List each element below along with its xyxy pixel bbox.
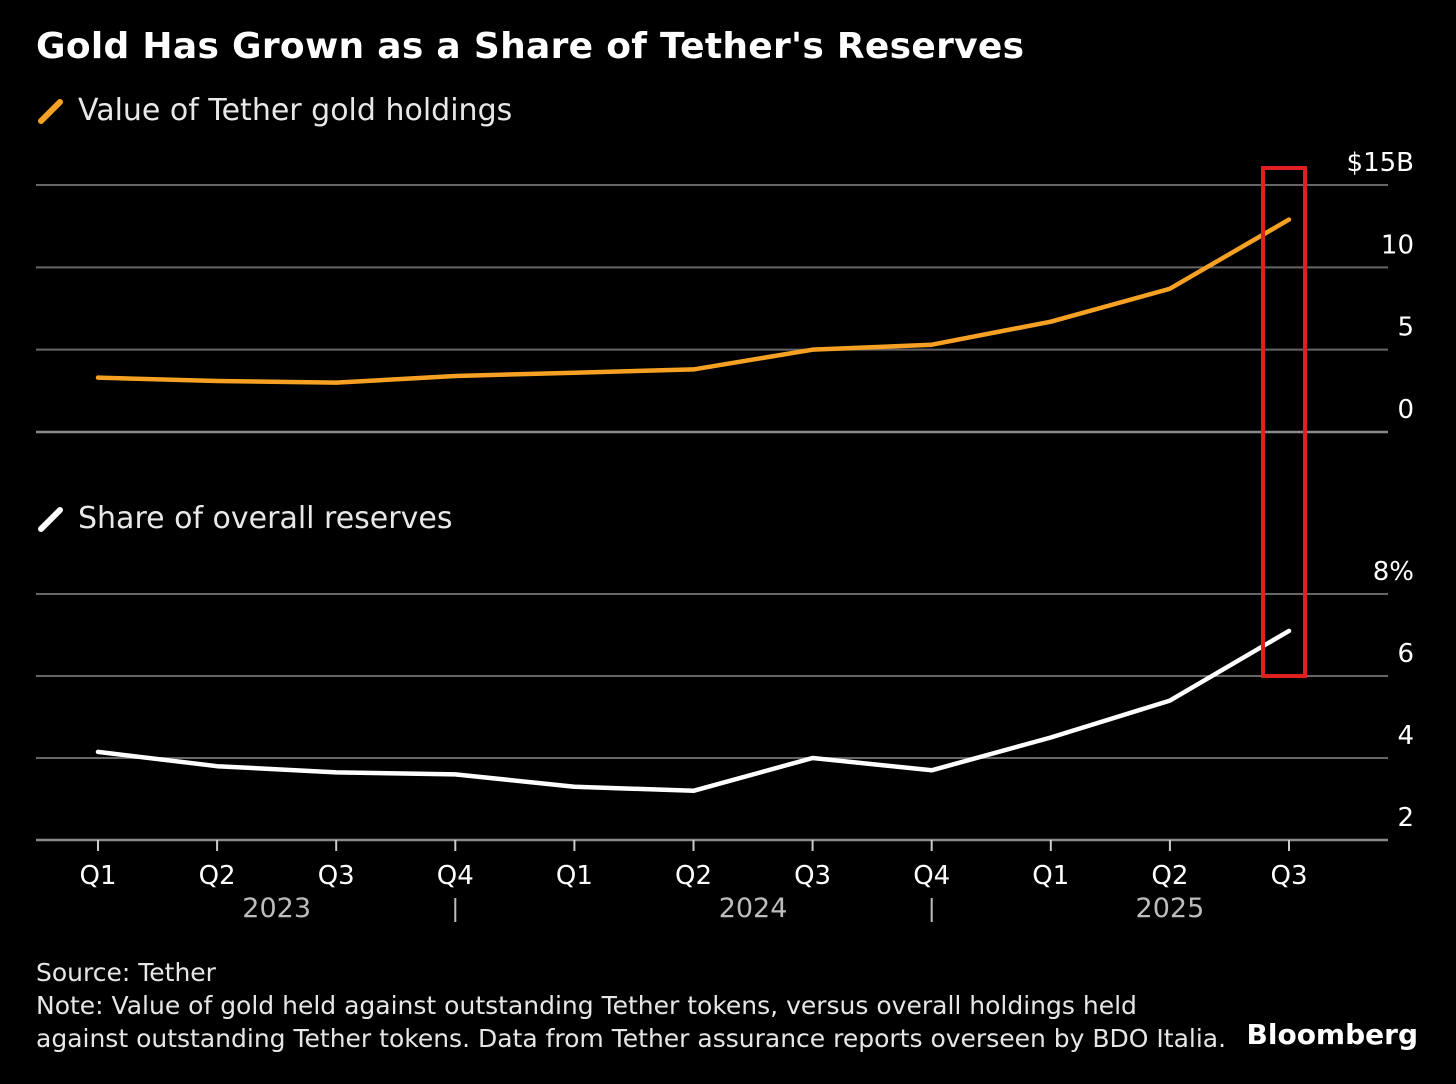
source-note: Source: Tether (36, 958, 216, 987)
share-data-point (96, 750, 100, 754)
x-tick-label: Q1 (79, 861, 116, 891)
share-data-point (1049, 736, 1053, 740)
share-y-tick-label: 2 (1397, 803, 1414, 833)
x-tick-label: Q1 (1032, 861, 1069, 891)
share-data-point (572, 785, 576, 789)
gold-data-point (692, 367, 696, 371)
x-tick-label: Q4 (437, 861, 474, 891)
share-data-point (334, 770, 338, 774)
gold-y-tick-label: 5 (1397, 313, 1414, 343)
share-series-line (95, 628, 1292, 794)
legend-gold-value: Value of Tether gold holdings (36, 93, 512, 128)
gold-data-point (1287, 218, 1291, 222)
share-data-point (1168, 699, 1172, 703)
gold-y-tick-label: 10 (1381, 230, 1414, 260)
x-year-label: 2023 (242, 893, 311, 924)
gold-data-point (334, 381, 338, 385)
share-y-tick-label: 8% (1373, 557, 1414, 587)
legend-share-label: Share of overall reserves (78, 501, 453, 536)
share-data-point (215, 764, 219, 768)
gold-data-point (811, 348, 815, 352)
note-line-2: against outstanding Tether tokens. Data … (36, 1024, 1227, 1053)
x-tick-label: Q3 (794, 861, 831, 891)
gold-series-line (95, 217, 1292, 385)
share-y-tick-label: 4 (1397, 721, 1414, 751)
gold-data-point (215, 379, 219, 383)
gold-data-point (453, 374, 457, 378)
gold-y-tick-label: $15B (1347, 148, 1414, 178)
note-line-1: Note: Value of gold held against outstan… (36, 991, 1137, 1020)
x-year-label: 2024 (719, 893, 788, 924)
bloomberg-logo: Bloomberg (1246, 1018, 1418, 1051)
legend-gold-swatch-icon (38, 98, 63, 124)
legend-gold-label: Value of Tether gold holdings (78, 93, 513, 128)
x-tick-label: Q1 (556, 861, 593, 891)
highlight-box (1261, 166, 1307, 678)
x-tick-label: Q3 (1270, 861, 1307, 891)
x-tick-label: Q2 (199, 861, 236, 891)
share-data-point (453, 772, 457, 776)
x-tick-label: Q2 (675, 861, 712, 891)
x-year-label: 2025 (1136, 893, 1205, 924)
x-tick-label: Q3 (318, 861, 355, 891)
share-data-point (692, 789, 696, 793)
share-data-point (930, 768, 934, 772)
gold-data-point (1168, 287, 1172, 291)
gold-data-point (1049, 320, 1053, 324)
legend-share-swatch-icon (38, 506, 63, 532)
gold-y-tick-label: 0 (1397, 395, 1414, 425)
gold-data-point (930, 343, 934, 347)
chart-title: Gold Has Grown as a Share of Tether's Re… (36, 26, 1025, 67)
share-y-tick-label: 6 (1397, 639, 1414, 669)
legend-share: Share of overall reserves (36, 501, 452, 536)
footer: Source: Tether Note: Value of gold held … (36, 956, 1226, 1055)
gold-data-point (572, 371, 576, 375)
x-tick-label: Q4 (913, 861, 950, 891)
share-data-point (811, 756, 815, 760)
x-tick-label: Q2 (1151, 861, 1188, 891)
share-data-point (1287, 629, 1291, 633)
gold-data-point (96, 376, 100, 380)
